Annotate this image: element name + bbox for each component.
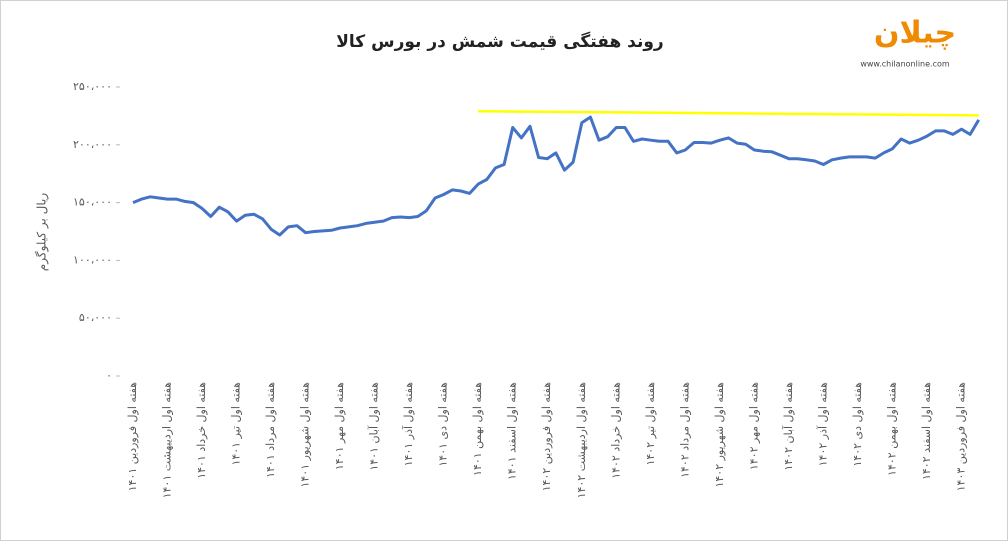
x-tick-label: هفته اول آبان ۱۴۰۱	[367, 382, 381, 471]
x-tick-label: هفته اول اردیبهشت ۱۴۰۱	[161, 382, 174, 499]
x-tick-label: هفته اول تیر ۱۴۰۱	[230, 382, 243, 466]
x-tick-label: هفته اول مهر ۱۴۰۱	[333, 382, 346, 470]
x-tick-label: هفته اول تیر ۱۴۰۲	[644, 382, 657, 466]
y-tick-label: ۲۰۰،۰۰۰	[73, 138, 112, 151]
y-tick-label: ۱۰۰،۰۰۰	[73, 253, 112, 266]
x-tick-label: هفته اول اردیبهشت ۱۴۰۲	[575, 382, 588, 499]
y-tick-label: ۰	[106, 369, 112, 382]
logo: چیلان	[874, 16, 956, 51]
x-tick-label: هفته اول شهریور ۱۴۰۱	[299, 382, 312, 488]
y-tick-label: ۲۵۰،۰۰۰	[73, 80, 112, 93]
x-tick-label: هفته اول فروردین ۱۴۰۱	[126, 382, 139, 492]
x-tick-label: هفته اول اسفند ۱۴۰۲	[920, 382, 933, 480]
x-tick-label: هفته اول بهمن ۱۴۰۱	[471, 382, 484, 476]
y-tick-label: ۵۰،۰۰۰	[79, 311, 112, 324]
x-tick-label: هفته اول آذر ۱۴۰۲	[815, 382, 829, 467]
x-tick-label: هفته اول شهریور ۱۴۰۲	[713, 382, 726, 488]
series-line	[132, 115, 980, 237]
x-tick-label: هفته اول خرداد ۱۴۰۲	[609, 382, 622, 479]
x-tick-label: هفته اول دی ۱۴۰۲	[851, 382, 864, 467]
x-tick-label: هفته اول آبان ۱۴۰۲	[781, 382, 795, 471]
x-tick-label: هفته اول خرداد ۱۴۰۱	[195, 382, 208, 479]
chart-title: روند هفتگی قیمت شمش در بورس کالا	[336, 31, 663, 52]
x-tick-label: هفته اول اسفند ۱۴۰۱	[506, 382, 519, 480]
x-tick-label: هفته اول بهمن ۱۴۰۲	[885, 382, 898, 476]
x-tick-label: هفته اول فروردین ۱۴۰۳	[954, 382, 967, 492]
x-tick-label: هفته اول دی ۱۴۰۱	[437, 382, 450, 467]
x-tick-label: هفته اول مرداد ۱۴۰۲	[678, 382, 691, 478]
reference-line	[478, 110, 979, 117]
y-axis-label: ریال بر کیلوگرم	[35, 193, 50, 272]
x-tick-label: هفته اول مرداد ۱۴۰۱	[264, 382, 277, 478]
y-tick-label: ۱۵۰،۰۰۰	[73, 196, 112, 209]
x-tick-label: هفته اول فروردین ۱۴۰۲	[540, 382, 553, 492]
x-tick-label: هفته اول مهر ۱۴۰۲	[747, 382, 760, 470]
x-tick-label: هفته اول آذر ۱۴۰۱	[401, 382, 415, 467]
logo-url: www.chilanonline.com	[860, 60, 950, 69]
